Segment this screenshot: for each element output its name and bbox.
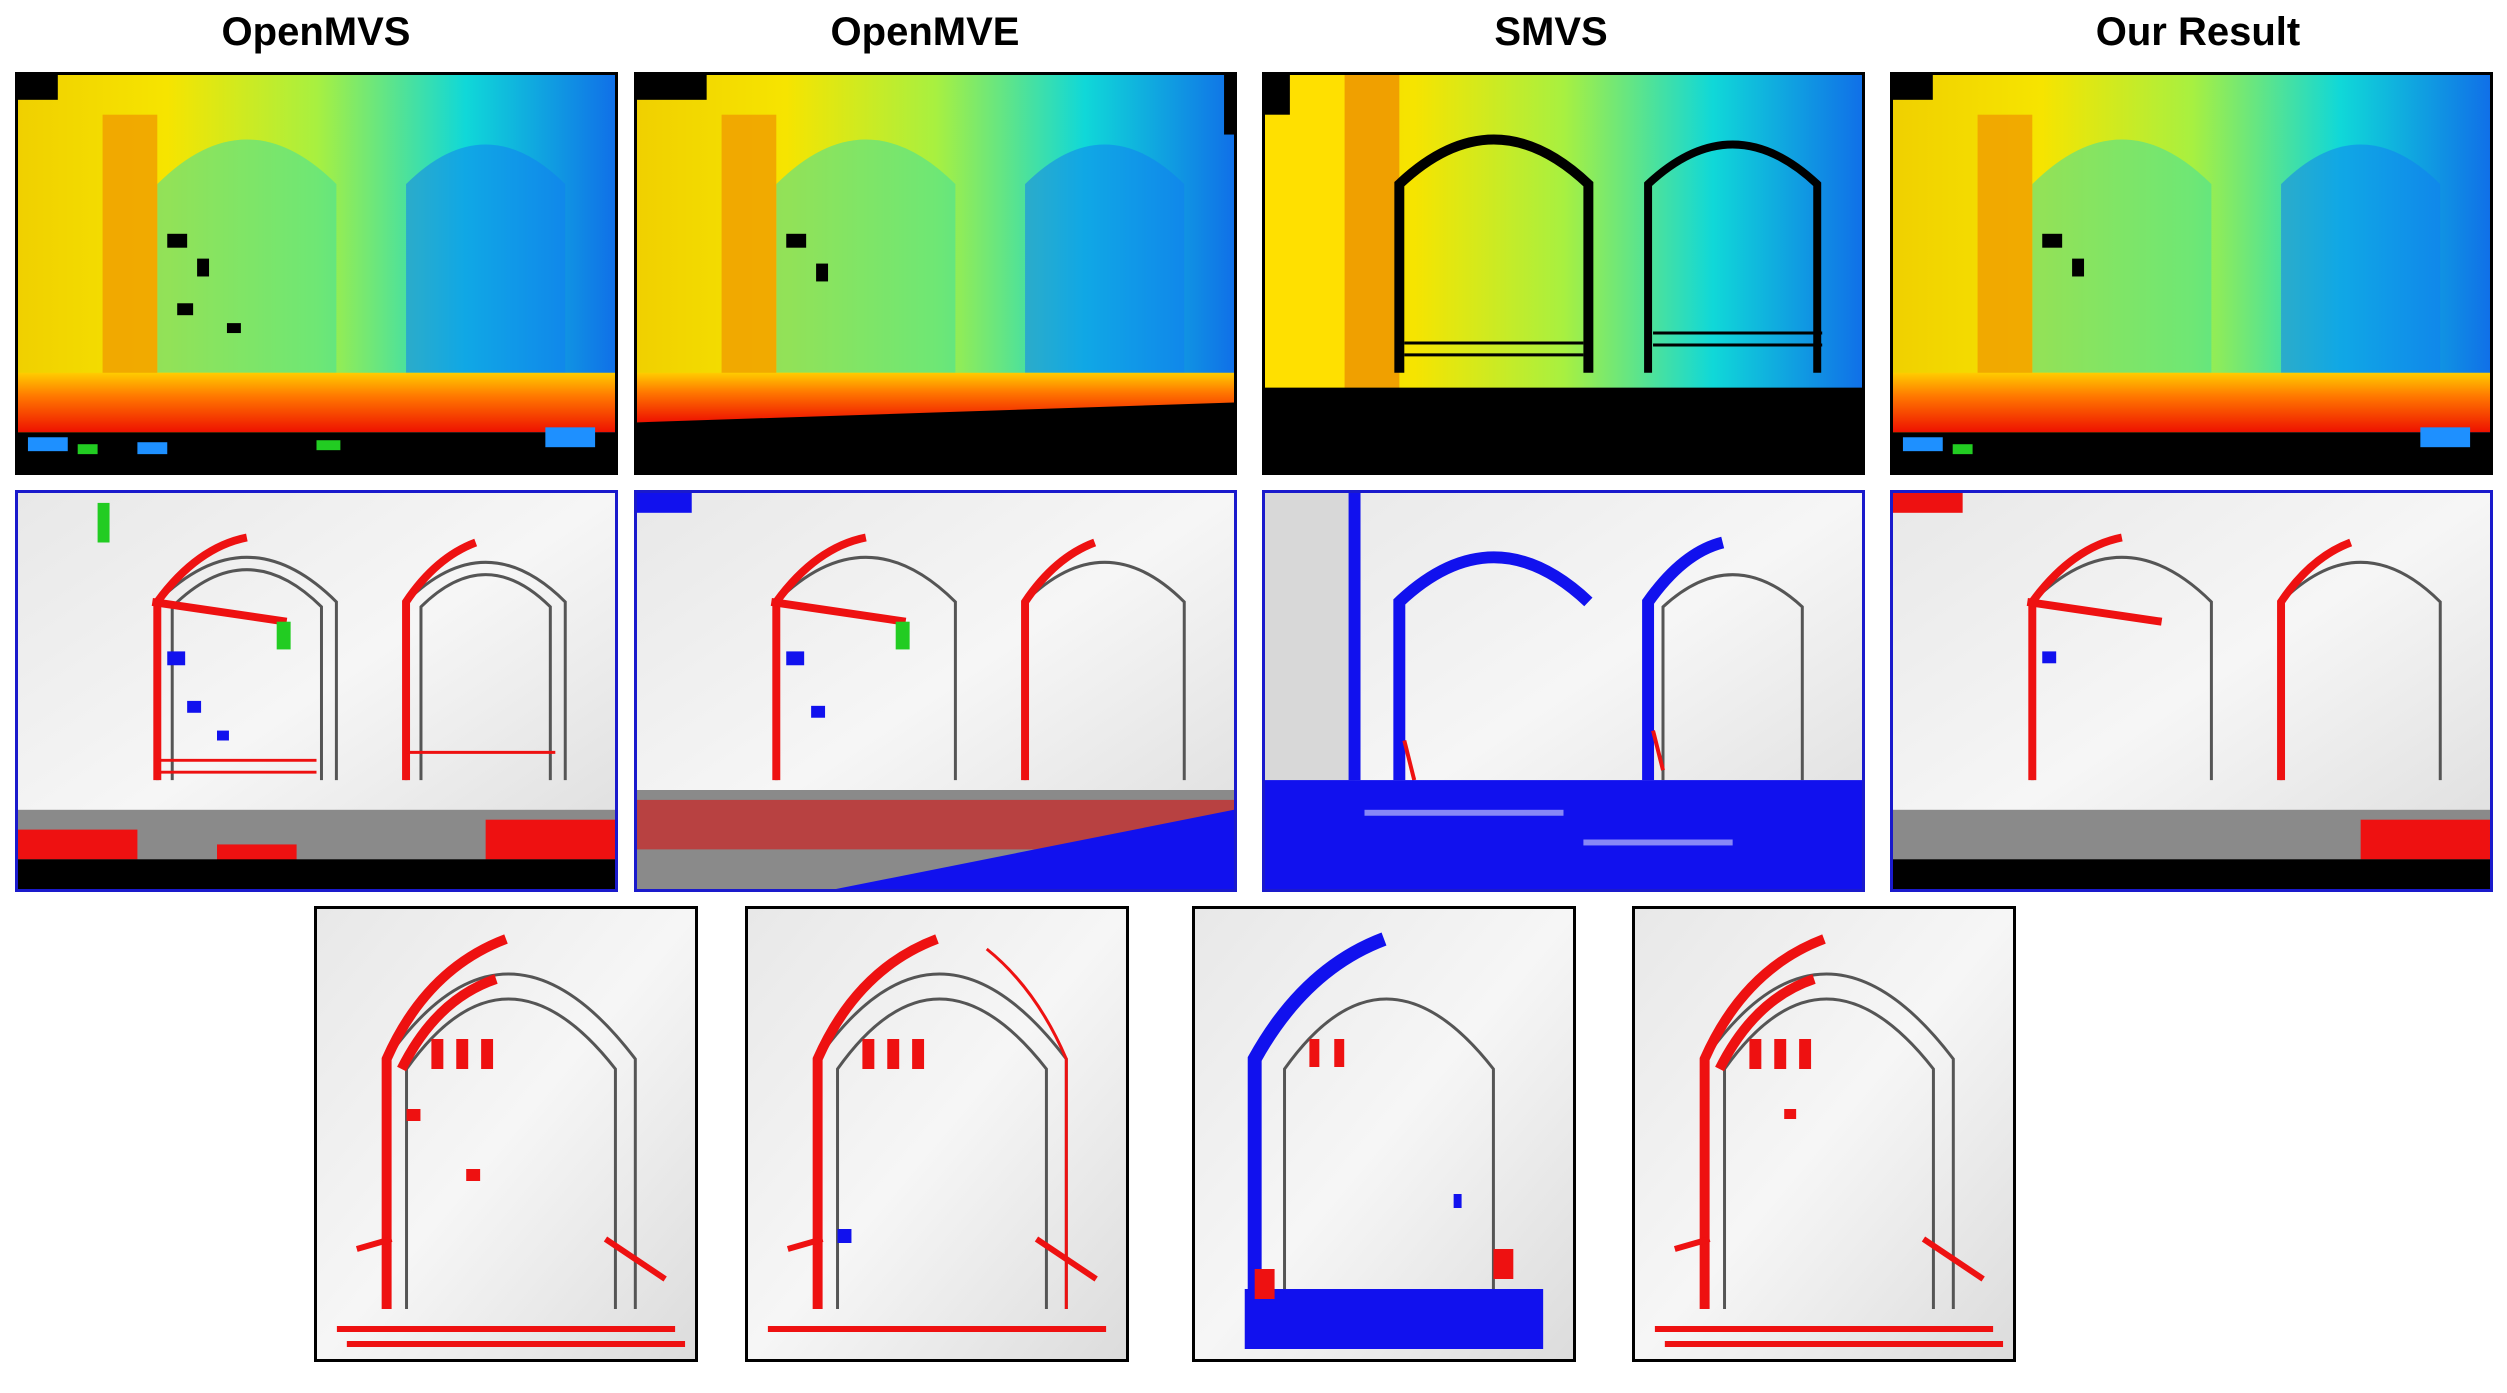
zoom-error-map-smvs — [1192, 906, 1576, 1362]
error-map-openmve — [634, 490, 1237, 892]
depth-map-smvs — [1262, 72, 1865, 475]
column-title-smvs: SMVS — [1494, 10, 1608, 54]
zoom-error-map-openmvs — [314, 906, 698, 1362]
zoom-error-map-our-result — [1632, 906, 2016, 1362]
column-title-openmvs: OpenMVS — [221, 10, 411, 54]
depth-map-our-result — [1890, 72, 2493, 475]
error-map-smvs — [1262, 490, 1865, 892]
column-title-openmve: OpenMVE — [830, 10, 1020, 54]
depth-map-openmvs — [15, 72, 618, 475]
zoom-error-map-openmve — [745, 906, 1129, 1362]
error-map-our-result — [1890, 490, 2493, 892]
error-map-openmvs — [15, 490, 618, 892]
column-title-our-result: Our Result — [2095, 10, 2301, 54]
depth-map-openmve — [634, 72, 1237, 475]
